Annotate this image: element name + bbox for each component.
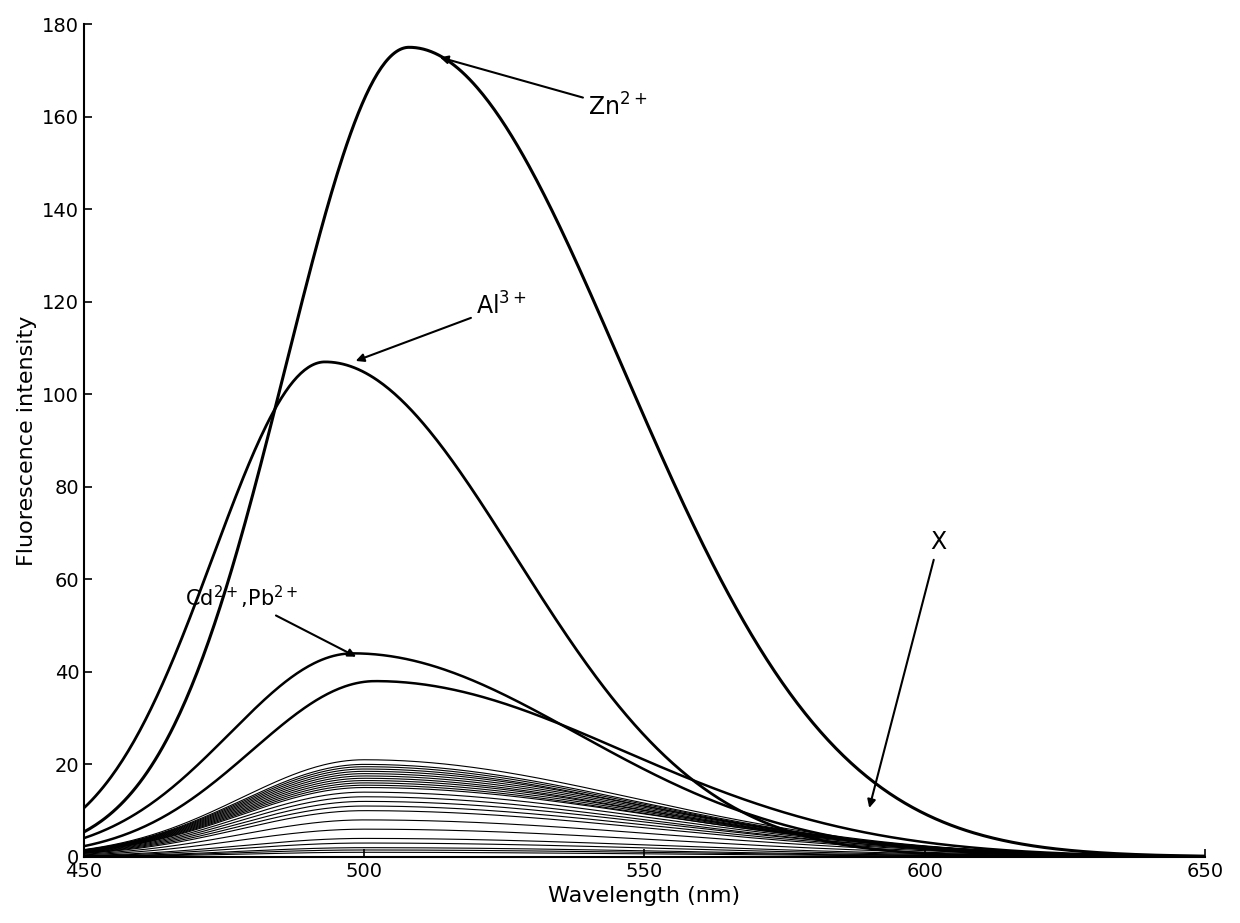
Text: Cd$^{2+}$,Pb$^{2+}$: Cd$^{2+}$,Pb$^{2+}$	[185, 584, 355, 655]
Text: Zn$^{2+}$: Zn$^{2+}$	[441, 56, 647, 121]
Y-axis label: Fluorescence intensity: Fluorescence intensity	[16, 316, 37, 566]
Text: X: X	[868, 531, 946, 806]
Text: Al$^{3+}$: Al$^{3+}$	[358, 293, 527, 361]
X-axis label: Wavelength (nm): Wavelength (nm)	[548, 886, 740, 906]
